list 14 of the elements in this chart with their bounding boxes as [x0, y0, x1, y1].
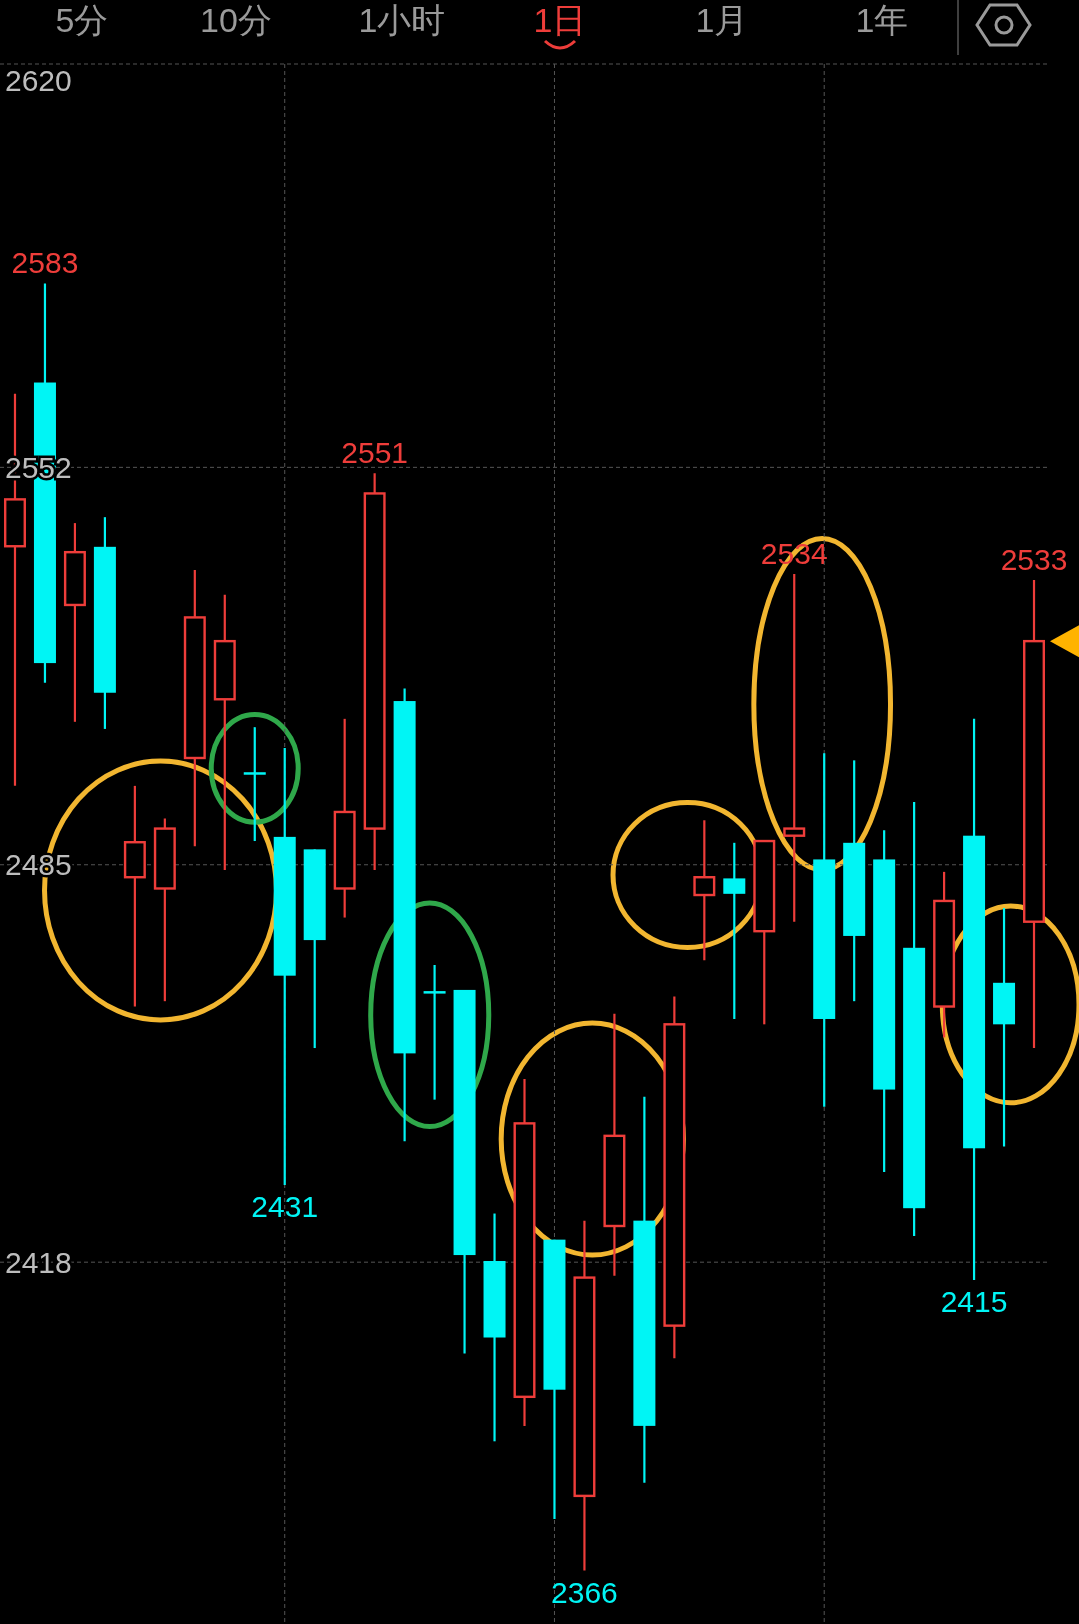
text: 1日 — [533, 1, 587, 39]
annotation: 2551 — [341, 436, 409, 470]
text: 1年 — [855, 1, 909, 39]
annotation: 2533 — [1000, 543, 1068, 577]
text: 1月 — [695, 1, 749, 39]
text: 5分 — [55, 1, 109, 39]
annotation: 2415 — [940, 1284, 1008, 1318]
text: 1小时 — [358, 1, 446, 39]
annotation: 2431 — [251, 1190, 319, 1224]
text: 10分 — [200, 1, 272, 39]
y-tick-label: 2418 — [5, 1245, 72, 1279]
y-tick-label: 2620 — [5, 63, 72, 97]
annotation: 2583 — [11, 246, 79, 280]
annotation: 2366 — [551, 1575, 618, 1609]
